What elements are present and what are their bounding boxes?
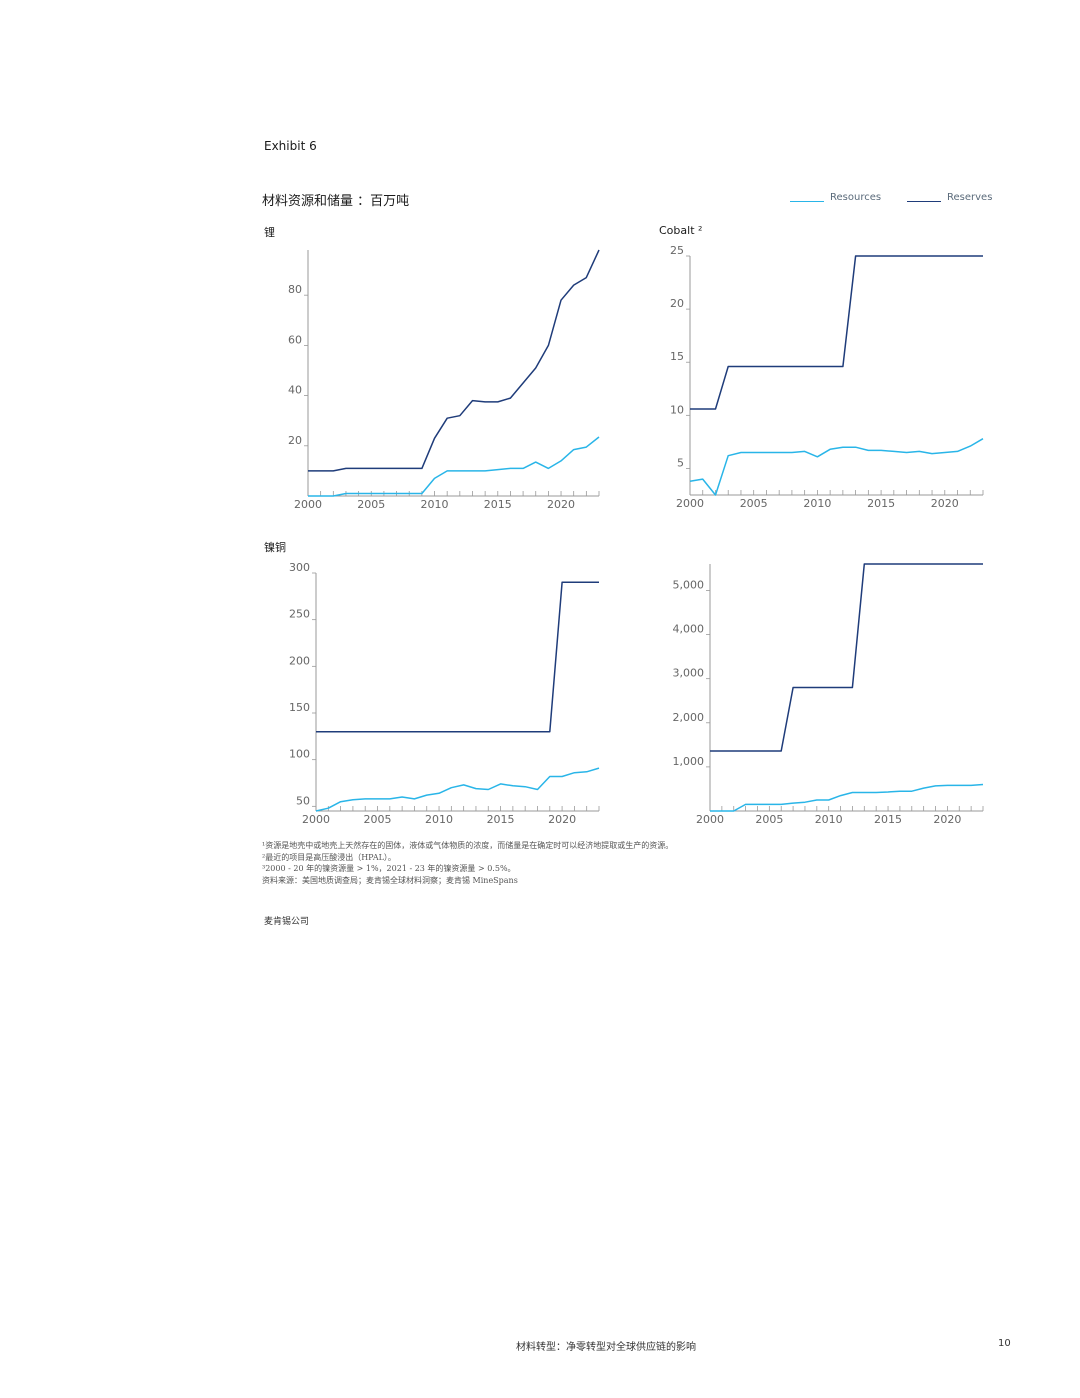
y-tick-label: 5,000 (673, 578, 705, 591)
company-name: 麦肯锡公司 (264, 917, 310, 927)
x-tick-label: 2005 (364, 813, 392, 826)
y-tick-label: 40 (288, 384, 302, 397)
footnote-3: ³2000 - 20 年的镍资源量 > 1%，2021 - 23 年的镍资源量 … (262, 864, 516, 873)
source-note: 资料来源：美国地质调查局；麦肯锡全球材料洞察；麦肯锡 MineSpans (262, 875, 518, 885)
footer-title: 材料转型：净零转型对全球供应链的影响 (516, 1342, 696, 1353)
footnote-2: ²最近的项目是高压酸浸出（HPAL）。 (262, 852, 396, 862)
x-tick-label: 2005 (357, 498, 385, 511)
x-tick-label: 2015 (874, 813, 902, 826)
page-number: 10 (998, 1338, 1011, 1349)
series-line-reserves (316, 581, 599, 733)
x-tick-label: 2020 (548, 813, 576, 826)
x-tick-label: 2020 (931, 497, 959, 510)
x-tick-label: 2000 (696, 813, 724, 826)
x-tick-label: 2015 (867, 497, 895, 510)
y-tick-label: 100 (289, 748, 310, 761)
chart-panel-4: 2000 2005 2010 2015 2020 1,000 2,000 3,000 4,000… (673, 563, 984, 826)
legend-label-reserves: Reserves (947, 192, 993, 203)
x-tick-label: 2000 (676, 497, 704, 510)
y-tick-label: 3,000 (673, 667, 705, 680)
y-tick-label: 250 (289, 608, 310, 621)
y-tick-label: 10 (670, 403, 684, 416)
panel-title-cobalt: Cobalt ² (659, 224, 703, 237)
y-tick-label: 80 (288, 283, 302, 296)
series-line-reserves (690, 255, 983, 410)
x-tick-label: 2020 (933, 813, 961, 826)
footnotes: ¹资源是地壳中或地壳上天然存在的固体，液体或气体物质的浓度，而储量是在确定时可以… (262, 840, 673, 886)
series-line-reserves (308, 249, 600, 472)
y-tick-label: 200 (289, 654, 310, 667)
series-line-resources (710, 783, 984, 812)
exhibit-label: Exhibit 6 (264, 139, 317, 153)
x-tick-label: 2000 (294, 498, 322, 511)
y-tick-label: 2,000 (673, 711, 705, 724)
y-tick-label: 20 (288, 434, 302, 447)
legend-swatch-resources (790, 201, 824, 202)
y-tick-label: 150 (289, 701, 310, 714)
x-tick-label: 2010 (421, 498, 449, 511)
footnote-1: ¹资源是地壳中或地壳上天然存在的固体，液体或气体物质的浓度，而储量是在确定时可以… (262, 841, 674, 850)
panel-title-lithium: 锂 (264, 226, 275, 239)
y-tick-label: 25 (670, 244, 684, 257)
series-line-reserves (710, 563, 983, 752)
legend-swatch-reserves (907, 201, 941, 202)
panel-title-nickel-copper: 镍铜 (264, 541, 286, 554)
y-tick-label: 60 (288, 333, 302, 346)
x-tick-label: 2000 (302, 813, 330, 826)
chart-nickel-copper: 2000 2005 2010 2015 2020 50 100 150 200 250 300 (289, 561, 600, 826)
y-tick-label: 1,000 (673, 755, 705, 768)
figure-title: 材料资源和储量 ：百万吨 (262, 194, 410, 209)
series-line-resources (308, 436, 600, 497)
legend-label-resources: Resources (830, 192, 882, 203)
y-tick-label: 300 (289, 561, 310, 574)
chart-cobalt: 2000 2005 2010 2015 2020 5 10 15 20 25 (670, 244, 984, 510)
x-tick-label: 2005 (740, 497, 768, 510)
y-tick-label: 15 (670, 350, 684, 363)
x-tick-label: 2015 (484, 498, 512, 511)
x-tick-label: 2015 (487, 813, 515, 826)
x-tick-label: 2010 (425, 813, 453, 826)
y-tick-label: 20 (670, 297, 684, 310)
y-tick-label: 5 (677, 456, 684, 469)
x-tick-label: 2010 (803, 497, 831, 510)
series-line-resources (315, 767, 600, 812)
series-line-resources (689, 438, 984, 496)
y-tick-label: 4,000 (673, 623, 705, 636)
x-tick-label: 2010 (815, 813, 843, 826)
y-tick-label: 50 (296, 794, 310, 807)
x-tick-label: 2005 (755, 813, 783, 826)
x-tick-label: 2020 (547, 498, 575, 511)
